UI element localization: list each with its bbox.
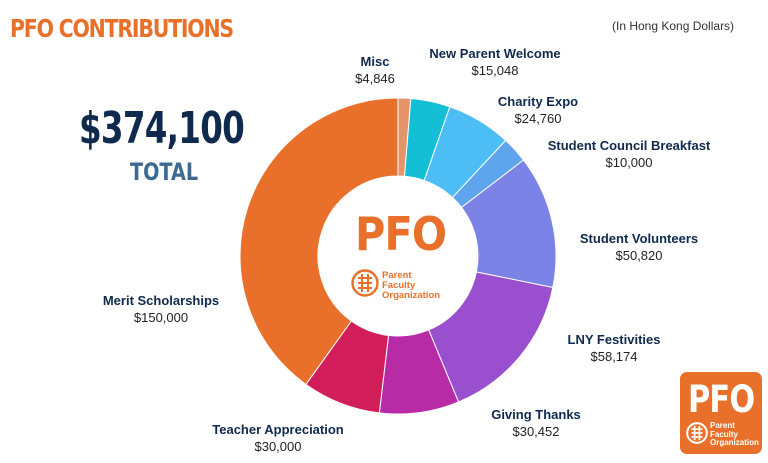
slice-label-name: Charity Expo — [497, 94, 579, 109]
org-line-2: Faculty — [382, 280, 416, 291]
page-title: PFO CONTRIBUTIONS — [10, 14, 234, 43]
donut-hole — [318, 176, 478, 336]
slice-label-name: Student Volunteers — [579, 231, 699, 246]
center-logo-text: PFO — [355, 207, 447, 261]
total-amount: $374,100 — [79, 103, 245, 154]
badge-emblem-icon — [686, 422, 708, 444]
slice-label-value: $30,000 — [254, 439, 302, 454]
pfo-badge: PFO Parent Faculty Organization — [680, 372, 762, 454]
badge-org-line-1: Parent — [710, 421, 735, 430]
slice-label-value: $50,820 — [615, 248, 663, 263]
slice-label-student-volunteers: Student Volunteers $50,820 — [580, 230, 698, 264]
slice-label-name: Misc — [360, 54, 390, 69]
slice-label-charity-expo: Charity Expo $24,760 — [498, 93, 578, 127]
badge-org-line-2: Faculty — [710, 429, 739, 439]
slice-label-misc: Misc $4,846 — [355, 53, 395, 87]
org-line-1: Parent — [382, 270, 412, 281]
org-emblem-icon — [351, 269, 379, 297]
badge-logo-text: PFO — [688, 378, 755, 421]
slice-label-new-parent-welcome: New Parent Welcome $15,048 — [429, 45, 560, 79]
currency-note: (In Hong Kong Dollars) — [612, 19, 735, 33]
org-line-3: Organization — [382, 290, 441, 301]
slice-label-value: $24,760 — [514, 111, 562, 126]
slice-label-merit-scholarships: Merit Scholarships $150,000 — [103, 292, 219, 326]
total-label: TOTAL — [130, 158, 199, 186]
slice-label-value: $30,452 — [512, 424, 560, 439]
badge-org-line-3: Organization — [710, 438, 759, 447]
slice-label-name: Teacher Appreciation — [212, 422, 344, 437]
slice-label-giving-thanks: Giving Thanks $30,452 — [491, 406, 581, 440]
slice-label-student-council-breakfast: Student Council Breakfast $10,000 — [548, 137, 711, 171]
slice-label-value: $15,048 — [471, 63, 519, 78]
slice-label-name: Merit Scholarships — [102, 293, 220, 308]
slice-label-lny-festivities: LNY Festivities $58,174 — [568, 331, 661, 365]
slice-label-value: $10,000 — [605, 155, 653, 170]
slice-label-value: $4,846 — [355, 71, 395, 86]
badge-org-name: Parent Faculty Organization — [710, 421, 759, 448]
center-org-name: Parent Faculty Organization — [382, 271, 440, 301]
slice-label-name: LNY Festivities — [567, 332, 661, 347]
slice-label-value: $58,174 — [590, 349, 638, 364]
slice-label-teacher-appreciation: Teacher Appreciation $30,000 — [212, 421, 343, 455]
slice-label-value: $150,000 — [133, 310, 189, 325]
slice-label-name: New Parent Welcome — [429, 46, 561, 61]
slice-label-name: Giving Thanks — [491, 407, 581, 422]
slice-label-name: Student Council Breakfast — [547, 138, 711, 153]
